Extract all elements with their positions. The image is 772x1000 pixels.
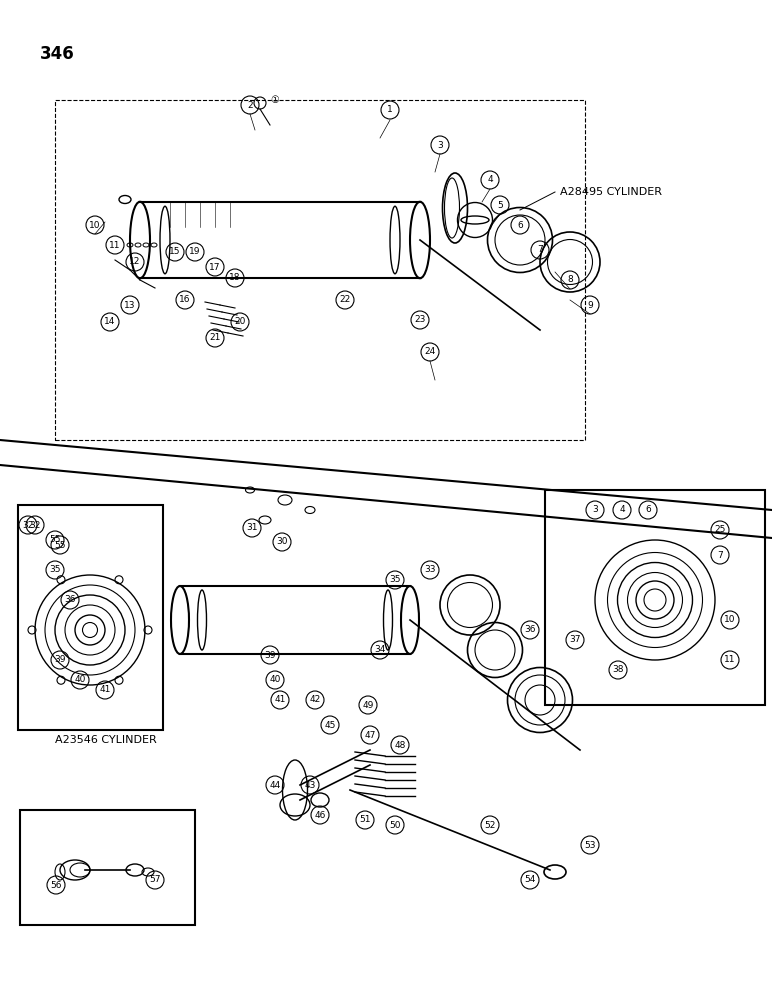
- Text: 6: 6: [645, 506, 651, 514]
- Bar: [20, 810, 195, 925]
- Text: 7: 7: [717, 550, 723, 560]
- Text: 49: 49: [362, 700, 374, 710]
- Text: 36: 36: [524, 626, 536, 635]
- Text: 46: 46: [314, 810, 326, 820]
- Text: 39: 39: [54, 656, 66, 664]
- Text: 18: 18: [229, 273, 241, 282]
- Text: 8: 8: [567, 275, 573, 284]
- Text: 41: 41: [274, 696, 286, 704]
- Text: A28495 CYLINDER: A28495 CYLINDER: [560, 187, 662, 197]
- Text: 11: 11: [724, 656, 736, 664]
- Text: 3: 3: [592, 506, 598, 514]
- Text: 53: 53: [584, 840, 596, 850]
- Bar: [55, 100, 585, 440]
- Text: 31: 31: [246, 524, 258, 532]
- Text: 16: 16: [179, 296, 191, 304]
- Text: 346: 346: [40, 45, 75, 63]
- Text: 41: 41: [100, 686, 110, 694]
- Text: 11: 11: [110, 240, 120, 249]
- Text: 7: 7: [537, 245, 543, 254]
- Text: 52: 52: [484, 820, 496, 830]
- Text: 40: 40: [269, 676, 281, 684]
- Text: 25: 25: [714, 526, 726, 534]
- Text: 10: 10: [724, 615, 736, 624]
- Text: 56: 56: [50, 880, 62, 890]
- Text: 45: 45: [324, 720, 336, 730]
- Text: 1: 1: [387, 105, 393, 114]
- Text: 2: 2: [247, 101, 252, 109]
- Text: 13: 13: [124, 300, 136, 310]
- Text: 50: 50: [389, 820, 401, 830]
- Text: 43: 43: [304, 780, 316, 790]
- Text: 42: 42: [310, 696, 320, 704]
- Text: 35: 35: [389, 576, 401, 584]
- Text: 51: 51: [359, 816, 371, 824]
- Text: 40: 40: [74, 676, 86, 684]
- Text: 23: 23: [415, 316, 425, 324]
- Text: 24: 24: [425, 348, 435, 357]
- Text: 4: 4: [619, 506, 625, 514]
- Text: 55: 55: [49, 536, 61, 544]
- Text: 38: 38: [612, 666, 624, 674]
- Text: 32: 32: [22, 520, 34, 530]
- Text: 5: 5: [497, 200, 503, 210]
- Text: 35: 35: [49, 566, 61, 574]
- Text: 44: 44: [269, 780, 281, 790]
- Text: 20: 20: [235, 318, 245, 326]
- Text: 32: 32: [29, 520, 41, 530]
- Text: 10: 10: [90, 221, 101, 230]
- Text: 30: 30: [276, 538, 288, 546]
- Text: 33: 33: [425, 566, 435, 574]
- Text: 3: 3: [437, 140, 443, 149]
- Text: 4: 4: [487, 176, 493, 184]
- Text: 9: 9: [587, 300, 593, 310]
- Text: 48: 48: [394, 740, 406, 750]
- Text: 37: 37: [569, 636, 581, 645]
- Text: 22: 22: [340, 296, 350, 304]
- Text: 36: 36: [64, 595, 76, 604]
- Text: 17: 17: [209, 262, 221, 271]
- Text: A23546 CYLINDER: A23546 CYLINDER: [55, 735, 157, 745]
- Text: 47: 47: [364, 730, 376, 740]
- Text: 34: 34: [374, 646, 386, 654]
- Text: 54: 54: [524, 876, 536, 884]
- Text: 14: 14: [104, 318, 116, 326]
- Text: 15: 15: [169, 247, 181, 256]
- Text: 55: 55: [54, 540, 66, 550]
- Text: 19: 19: [189, 247, 201, 256]
- Text: 6: 6: [517, 221, 523, 230]
- Text: 57: 57: [149, 876, 161, 884]
- Text: 21: 21: [209, 334, 221, 342]
- Text: ①: ①: [271, 95, 279, 105]
- Text: 12: 12: [130, 257, 141, 266]
- Text: 39: 39: [264, 650, 276, 660]
